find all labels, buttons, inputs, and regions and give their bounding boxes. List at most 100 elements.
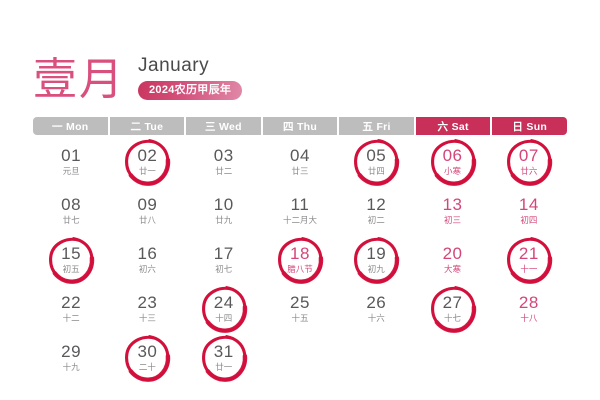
- lunar-label: 廿二: [215, 165, 233, 176]
- calendar-day-cell[interactable]: 22 十二: [33, 284, 109, 333]
- calendar-day-cell[interactable]: 10 廿九: [186, 186, 262, 235]
- lunar-label: 十四: [215, 312, 233, 323]
- calendar-day-cell[interactable]: 15 初五: [33, 235, 109, 284]
- lunar-label: 十二: [62, 312, 80, 323]
- calendar-header: 壹月 January 2024农历甲辰年: [33, 36, 243, 105]
- weekday-header-cell-6: 日 Sun: [492, 117, 568, 135]
- lunar-label: 十六: [367, 312, 385, 323]
- day-number: 29: [61, 342, 82, 362]
- lunar-label: 十三: [138, 312, 156, 323]
- day-number: 24: [213, 293, 234, 313]
- lunar-label: 廿八: [138, 214, 156, 225]
- day-number: 01: [61, 146, 82, 166]
- day-number: 15: [61, 244, 82, 264]
- day-number: 20: [442, 244, 463, 264]
- day-number: 07: [518, 146, 539, 166]
- weekday-header-cell-3: 四 Thu: [262, 117, 338, 135]
- day-number: 23: [137, 293, 158, 313]
- lunar-label: 十九: [62, 361, 80, 372]
- day-number: 26: [366, 293, 387, 313]
- calendar-day-cell[interactable]: 09 廿八: [109, 186, 185, 235]
- lunar-label: 廿九: [215, 214, 233, 225]
- day-number: 02: [137, 146, 158, 166]
- day-number: 21: [518, 244, 539, 264]
- day-number: 12: [366, 195, 387, 215]
- day-number: 18: [290, 244, 310, 264]
- calendar-day-cell[interactable]: 01 元旦: [33, 137, 109, 186]
- day-number: 04: [290, 146, 310, 166]
- day-number: 09: [137, 195, 158, 215]
- lunar-label: 二十: [138, 361, 156, 372]
- day-number: 11: [290, 195, 310, 215]
- lunar-label: 十二月大: [282, 214, 317, 225]
- lunar-label: 廿一: [215, 361, 233, 372]
- day-number: 30: [137, 342, 158, 362]
- calendar-day-cell[interactable]: 03 廿二: [186, 137, 262, 186]
- lunar-label: 初七: [215, 263, 233, 274]
- lunar-label: 元旦: [62, 165, 80, 176]
- day-number: 25: [290, 293, 310, 313]
- calendar-day-cell[interactable]: 28 十八: [491, 284, 567, 333]
- lunar-label: 初六: [138, 263, 156, 274]
- lunar-label: 初五: [62, 263, 80, 274]
- calendar-day-cell[interactable]: 19 初九: [338, 235, 414, 284]
- day-number: 31: [213, 342, 234, 362]
- calendar-day-cell[interactable]: 21 十一: [491, 235, 567, 284]
- month-title-en: January: [138, 55, 210, 77]
- day-number: 28: [518, 293, 539, 313]
- calendar-day-cell[interactable]: 27 十七: [414, 284, 490, 333]
- day-number: 13: [442, 195, 463, 215]
- calendar-day-cell[interactable]: 29 十九: [33, 333, 109, 382]
- calendar-day-cell[interactable]: 12 初二: [338, 186, 414, 235]
- lunar-label: 初三: [444, 214, 462, 225]
- calendar-day-cell[interactable]: 02 廿一: [109, 137, 185, 186]
- calendar-day-cell[interactable]: 07 廿六: [491, 137, 567, 186]
- calendar-day-cell[interactable]: 13 初三: [414, 186, 490, 235]
- calendar-day-cell[interactable]: 26 十六: [338, 284, 414, 333]
- lunar-label: 初四: [520, 214, 538, 225]
- calendar-day-cell[interactable]: 11 十二月大: [262, 186, 338, 235]
- day-number: 22: [61, 293, 82, 313]
- day-number: 14: [518, 195, 539, 215]
- calendar-day-cell[interactable]: 16 初六: [109, 235, 185, 284]
- lunar-year-badge: 2024农历甲辰年: [138, 80, 243, 100]
- lunar-label: 十八: [520, 312, 538, 323]
- lunar-label: 初九: [367, 263, 385, 274]
- day-number: 10: [213, 195, 234, 215]
- weekday-header-cell-5: 六 Sat: [415, 117, 491, 135]
- lunar-label: 十七: [444, 312, 462, 323]
- calendar-day-cell[interactable]: 18 腊八节: [262, 235, 338, 284]
- lunar-label: 廿一: [138, 165, 156, 176]
- month-title-cn: 壹月: [33, 54, 125, 105]
- calendar-day-cell[interactable]: 05 廿四: [338, 137, 414, 186]
- calendar-day-cell[interactable]: 23 十三: [109, 284, 185, 333]
- lunar-label: 小寒: [444, 165, 462, 176]
- day-number: 06: [442, 146, 463, 166]
- lunar-label: 廿四: [367, 165, 385, 176]
- calendar-day-cell[interactable]: 06 小寒: [414, 137, 490, 186]
- weekday-header-cell-0: 一 Mon: [33, 117, 108, 135]
- lunar-label: 廿七: [62, 214, 80, 225]
- month-title-group: January 2024农历甲辰年: [138, 55, 243, 102]
- weekday-header-cell-1: 二 Tue: [109, 117, 185, 135]
- lunar-label: 廿六: [520, 165, 538, 176]
- calendar-day-cell[interactable]: 31 廿一: [186, 333, 262, 382]
- day-number: 03: [213, 146, 234, 166]
- lunar-label: 十五: [291, 312, 309, 323]
- calendar-day-cell[interactable]: 08 廿七: [33, 186, 109, 235]
- calendar-day-cell[interactable]: 20 大寒: [414, 235, 490, 284]
- day-number: 16: [137, 244, 158, 264]
- day-number: 17: [213, 244, 234, 264]
- lunar-label: 大寒: [444, 263, 462, 274]
- calendar-day-cell[interactable]: 24 十四: [186, 284, 262, 333]
- calendar-day-cell[interactable]: 14 初四: [491, 186, 567, 235]
- calendar-day-cell[interactable]: 25 十五: [262, 284, 338, 333]
- lunar-label: 初二: [367, 214, 385, 225]
- day-number: 05: [366, 146, 387, 166]
- calendar-day-cell[interactable]: 04 廿三: [262, 137, 338, 186]
- calendar-day-cell[interactable]: 17 初七: [186, 235, 262, 284]
- calendar-grid: 01 元旦 02 廿一 03 廿二 04 廿三 05 廿四 06 小寒 07 廿六 08 廿七 09 廿八 10 廿九…: [33, 137, 567, 382]
- lunar-label: 廿三: [291, 165, 309, 176]
- calendar-day-cell[interactable]: 30 二十: [109, 333, 185, 382]
- weekday-header-cell-4: 五 Fri: [339, 117, 414, 135]
